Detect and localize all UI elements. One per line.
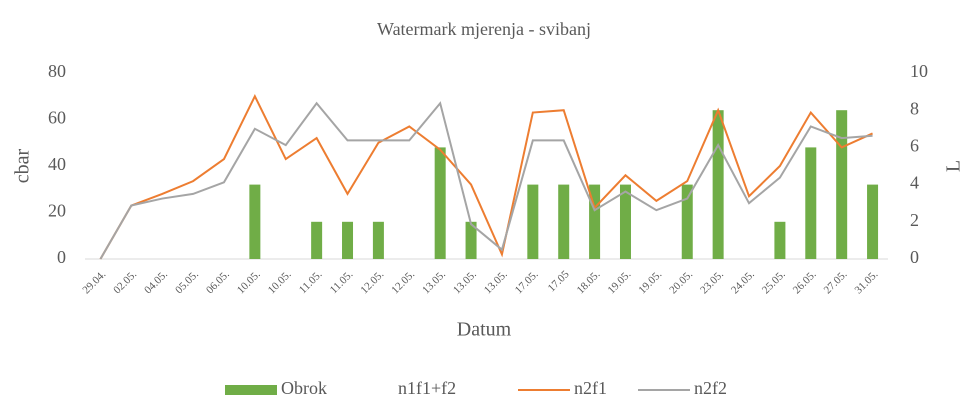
y-tick-label: 40 [48, 154, 66, 174]
y2-tick-label: 4 [910, 173, 919, 193]
bar [867, 184, 879, 259]
bar [249, 184, 261, 259]
y2-axis-label: L [943, 160, 965, 172]
bar [311, 221, 323, 259]
x-tick-label: 29.04. [80, 268, 108, 296]
x-tick-label: 02.05. [111, 268, 139, 296]
chart-title: Watermark mjerenja - svibanj [377, 19, 591, 39]
y2-tick-label: 10 [910, 61, 928, 81]
x-tick-label: 18.05. [575, 268, 603, 296]
bar [589, 184, 601, 259]
y2-tick-label: 6 [910, 136, 919, 156]
x-tick-label: 13.05. [451, 268, 479, 296]
x-tick-label: 25.05. [760, 268, 788, 296]
line [99, 93, 873, 260]
x-tick-label: 19.05. [636, 268, 664, 296]
x-tick-label: 20.05. [667, 268, 695, 296]
y-tick-label: 20 [48, 201, 66, 221]
x-axis-label: Datum [457, 319, 512, 341]
x-tick-label: 04.05. [142, 268, 170, 296]
x-tick-label: 19.05. [605, 268, 633, 296]
bar [681, 184, 693, 259]
x-tick-label: 17.05. [513, 268, 541, 296]
bar [465, 221, 477, 259]
legend-swatch [225, 385, 277, 395]
bar [774, 221, 786, 259]
y2-tick-label: 2 [910, 210, 919, 230]
bar [805, 147, 817, 259]
x-tick-label: 13.05. [420, 268, 448, 296]
x-tick-label: 05.05. [173, 268, 201, 296]
x-tick-label: 11.05. [328, 268, 356, 296]
y-tick-label: 80 [48, 61, 66, 81]
x-tick-label: 11.05. [297, 268, 325, 296]
y2-tick-label: 8 [910, 98, 919, 118]
x-tick-label: 12.05. [389, 268, 417, 296]
line [99, 101, 873, 260]
bar [619, 184, 631, 259]
bar [558, 184, 570, 259]
x-tick-label: 23.05. [698, 268, 726, 296]
legend-label: n2f2 [694, 378, 727, 398]
x-tick-label: 27.05. [822, 268, 850, 296]
y-tick-label: 60 [48, 108, 66, 128]
bar [712, 110, 724, 259]
x-tick-label: 13.05. [482, 268, 510, 296]
bar [434, 147, 446, 259]
bar [836, 110, 848, 259]
x-tick-label: 12.05. [358, 268, 386, 296]
x-tick-label: 10.05. [235, 268, 263, 296]
x-tick-label: 26.05. [791, 268, 819, 296]
bar [372, 221, 384, 259]
y-tick-label: 0 [57, 247, 66, 267]
y2-tick-label: 0 [910, 247, 919, 267]
bar [342, 221, 354, 259]
x-tick-label: 24.05. [729, 268, 757, 296]
x-tick-label: 31.05. [853, 268, 881, 296]
legend-label: n1f1+f2 [398, 378, 456, 398]
x-tick-label: 17.05 [546, 268, 572, 294]
legend-label: Obrok [281, 378, 327, 398]
y-axis-label: cbar [12, 148, 34, 183]
legend-label: n2f1 [574, 378, 607, 398]
x-tick-label: 10.05. [266, 268, 294, 296]
x-tick-label: 06.05. [204, 268, 232, 296]
bar [527, 184, 539, 259]
